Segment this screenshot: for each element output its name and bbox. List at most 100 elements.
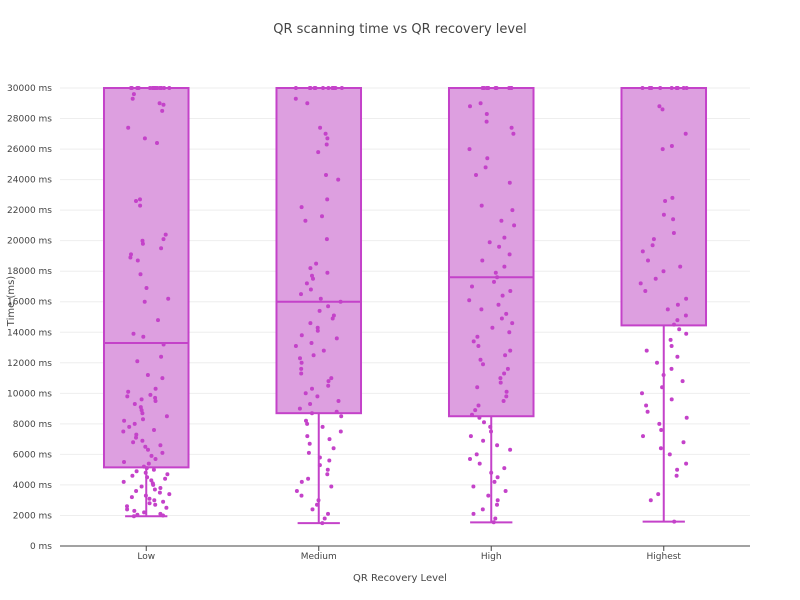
data-point bbox=[311, 276, 315, 281]
data-point bbox=[502, 235, 507, 240]
data-point bbox=[320, 214, 324, 219]
data-point bbox=[326, 86, 331, 90]
box-high bbox=[447, 87, 535, 524]
data-point bbox=[671, 231, 676, 235]
data-point bbox=[161, 102, 166, 107]
data-point bbox=[153, 399, 158, 403]
data-point bbox=[488, 424, 493, 429]
data-point bbox=[134, 199, 138, 203]
data-point bbox=[474, 452, 479, 457]
data-point bbox=[131, 92, 136, 97]
data-point bbox=[153, 457, 158, 461]
data-point bbox=[138, 272, 143, 277]
data-point bbox=[651, 237, 656, 242]
data-point bbox=[467, 298, 472, 303]
data-point bbox=[167, 86, 172, 90]
data-point bbox=[669, 144, 674, 148]
x-tick-label: Medium bbox=[301, 552, 337, 562]
data-point bbox=[298, 356, 302, 361]
data-point bbox=[331, 313, 336, 318]
data-point bbox=[684, 86, 689, 90]
data-point bbox=[317, 463, 322, 468]
interquartile-box bbox=[275, 87, 363, 415]
data-point bbox=[121, 429, 126, 434]
data-point bbox=[503, 489, 508, 493]
data-point bbox=[140, 238, 145, 243]
data-point bbox=[126, 125, 131, 130]
data-point bbox=[163, 476, 168, 481]
data-point bbox=[489, 429, 493, 434]
data-point bbox=[677, 327, 682, 332]
data-point bbox=[143, 493, 148, 498]
data-point bbox=[139, 397, 144, 402]
data-point bbox=[670, 195, 675, 200]
data-point bbox=[303, 218, 308, 223]
data-point bbox=[315, 394, 320, 399]
data-point bbox=[138, 405, 143, 410]
data-point bbox=[311, 353, 316, 358]
data-point bbox=[497, 244, 502, 249]
data-point bbox=[484, 86, 489, 90]
data-point bbox=[675, 467, 680, 472]
data-point bbox=[333, 86, 338, 90]
y-tick-label: 16000 ms bbox=[7, 298, 52, 308]
x-tick-label: Highest bbox=[647, 552, 682, 562]
data-point bbox=[672, 322, 676, 327]
data-point bbox=[681, 440, 686, 445]
data-point bbox=[299, 371, 304, 376]
y-tick-label: 4000 ms bbox=[13, 481, 53, 491]
data-point bbox=[156, 318, 160, 323]
data-point bbox=[293, 344, 298, 348]
data-point bbox=[504, 311, 509, 316]
data-point bbox=[505, 366, 510, 371]
data-point bbox=[646, 258, 650, 263]
data-point bbox=[140, 241, 145, 246]
data-point bbox=[299, 292, 303, 297]
data-point bbox=[680, 379, 685, 384]
data-point bbox=[474, 173, 478, 177]
data-point bbox=[495, 475, 500, 480]
data-point bbox=[674, 473, 679, 478]
data-point bbox=[151, 467, 156, 472]
data-point bbox=[149, 453, 154, 458]
data-point bbox=[508, 348, 513, 353]
y-tick-label: 12000 ms bbox=[7, 359, 52, 369]
data-point bbox=[307, 441, 312, 446]
data-point bbox=[510, 208, 515, 213]
data-point bbox=[508, 289, 513, 293]
data-point bbox=[645, 409, 650, 414]
data-point bbox=[658, 86, 663, 90]
data-point bbox=[338, 299, 343, 304]
data-point bbox=[644, 348, 649, 353]
data-point bbox=[638, 281, 643, 286]
x-axis-ticks: Low Medium High Highest bbox=[137, 546, 681, 562]
data-point bbox=[317, 308, 322, 313]
data-point bbox=[140, 411, 145, 416]
data-point bbox=[140, 438, 145, 443]
data-point bbox=[684, 461, 689, 466]
data-point bbox=[490, 325, 495, 330]
data-point bbox=[159, 246, 164, 251]
data-point bbox=[132, 421, 137, 426]
data-point bbox=[327, 437, 332, 442]
data-point bbox=[684, 415, 689, 420]
data-point bbox=[334, 409, 339, 414]
data-point bbox=[304, 418, 308, 423]
data-point bbox=[329, 484, 334, 489]
data-point bbox=[504, 394, 509, 399]
data-point bbox=[131, 331, 136, 336]
data-point bbox=[305, 434, 310, 439]
data-point bbox=[143, 444, 148, 449]
data-point bbox=[157, 490, 162, 495]
data-point bbox=[324, 142, 329, 147]
data-point bbox=[507, 180, 512, 185]
data-point bbox=[314, 261, 319, 266]
data-point bbox=[675, 354, 680, 359]
data-point bbox=[145, 373, 150, 377]
data-point bbox=[484, 112, 489, 116]
data-point bbox=[305, 101, 310, 106]
data-point bbox=[502, 264, 507, 269]
data-point bbox=[322, 516, 327, 521]
